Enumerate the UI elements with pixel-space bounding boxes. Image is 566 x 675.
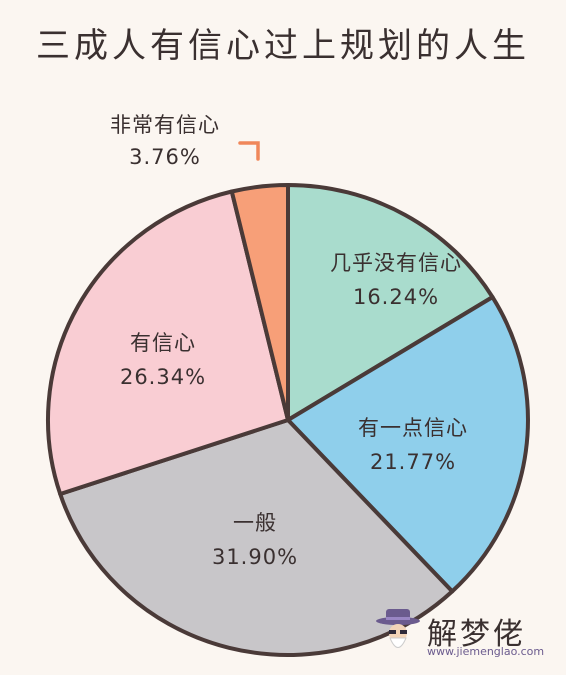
pie-slice (286, 295, 530, 594)
chart-title: 三成人有信心过上规划的人生 (36, 26, 530, 66)
pie-slice (229, 182, 290, 422)
pie-slice (286, 183, 495, 422)
slice-label: 非常有信心 (110, 113, 220, 137)
slice-label: 一般 (233, 511, 277, 535)
watermark: 解梦佬 www.jiemenglao.com (375, 605, 550, 665)
callout-marker (238, 141, 260, 161)
pie-labels: 几乎没有信心 16.24% 有一点信心 21.77% 一般 31.90% 有信心 26.34%… (110, 113, 468, 569)
slice-label: 有一点信心 (358, 416, 468, 440)
slice-label: 有信心 (130, 331, 196, 355)
watermark-name: 解梦佬 (427, 617, 526, 652)
slice-value-label: 3.76% (129, 145, 201, 169)
pie-slices (45, 182, 530, 657)
slice-label: 几乎没有信心 (330, 251, 462, 275)
pie-slice (45, 189, 290, 496)
slice-value-label: 21.77% (370, 450, 456, 474)
slice-value-label: 31.90% (212, 545, 298, 569)
slice-value-label: 26.34% (120, 365, 206, 389)
watermark-url: www.jiemenglao.com (427, 645, 545, 658)
slice-value-label: 16.24% (353, 285, 439, 309)
fortune-teller-icon (376, 609, 420, 648)
